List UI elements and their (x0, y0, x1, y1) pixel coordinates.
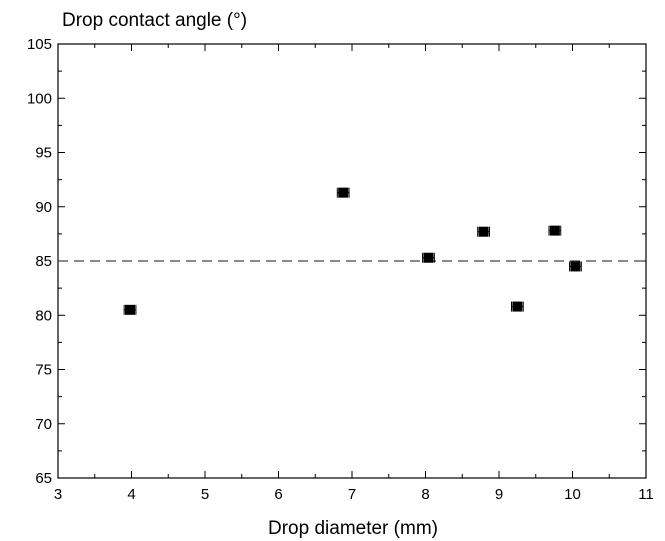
y-tick-label: 95 (35, 145, 52, 162)
x-tick-label: 9 (495, 486, 503, 503)
x-tick-label: 4 (127, 486, 135, 503)
plot-area: 3 4 5 6 7 8 9 10 11 65 70 75 80 85 90 95 100 105 (27, 36, 654, 503)
y-tick-label: 65 (35, 470, 52, 487)
x-tick-label: 6 (274, 486, 282, 503)
y-tick-label: 80 (35, 307, 52, 324)
data-point (423, 252, 434, 263)
y-tick-label: 100 (27, 90, 52, 107)
x-tick-label: 10 (564, 486, 581, 503)
y-tick-label: 90 (35, 199, 52, 216)
x-tick-label: 11 (638, 486, 654, 503)
x-tick-label: 7 (348, 486, 356, 503)
x-tick-label: 3 (54, 486, 62, 503)
y-tick-label: 105 (27, 36, 52, 53)
y-tick-label: 75 (35, 362, 52, 379)
data-point (512, 301, 523, 312)
data-point (549, 225, 560, 236)
data-point (570, 261, 581, 272)
x-tick-label: 8 (421, 486, 429, 503)
y-tick-label: 70 (35, 416, 52, 433)
x-axis-title: Drop diameter (mm) (268, 518, 438, 539)
data-point (125, 304, 136, 315)
data-point (478, 226, 489, 237)
data-point (338, 187, 349, 198)
x-tick-label: 5 (201, 486, 209, 503)
y-tick-label: 85 (35, 253, 52, 270)
y-axis-title: Drop contact angle (°) (62, 10, 247, 31)
